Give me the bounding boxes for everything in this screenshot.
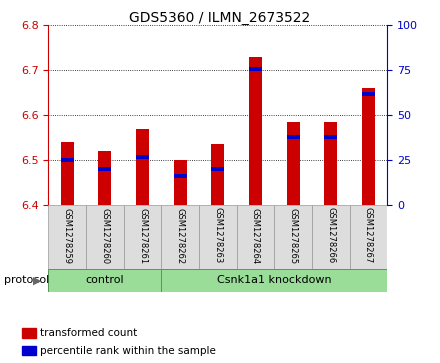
Bar	[312, 205, 349, 269]
Bar	[349, 205, 387, 269]
Bar	[286, 122, 300, 205]
Bar	[199, 205, 237, 269]
Bar	[124, 205, 161, 269]
Bar	[211, 144, 224, 205]
Bar	[136, 129, 149, 205]
Text: ▶: ▶	[33, 276, 42, 285]
Bar	[61, 158, 74, 162]
Text: GSM1278266: GSM1278266	[326, 208, 335, 264]
Bar	[161, 269, 387, 292]
Bar	[237, 205, 274, 269]
Bar	[362, 88, 375, 205]
Bar	[136, 155, 149, 159]
Text: control: control	[85, 276, 124, 285]
Bar	[249, 57, 262, 205]
Text: GSM1278265: GSM1278265	[289, 208, 297, 264]
Text: Csnk1a1 knockdown: Csnk1a1 knockdown	[217, 276, 332, 285]
Text: GSM1278263: GSM1278263	[213, 208, 222, 264]
Bar	[173, 174, 187, 178]
Bar	[324, 122, 337, 205]
Bar	[61, 142, 74, 205]
Bar	[98, 151, 111, 205]
Text: GSM1278262: GSM1278262	[176, 208, 185, 264]
Bar	[22, 346, 36, 355]
Bar	[362, 92, 375, 96]
Text: GSM1278261: GSM1278261	[138, 208, 147, 264]
Bar	[48, 205, 86, 269]
Text: GSM1278260: GSM1278260	[100, 208, 110, 264]
Bar	[211, 167, 224, 171]
Text: GSM1278267: GSM1278267	[364, 208, 373, 264]
Text: GSM1278264: GSM1278264	[251, 208, 260, 264]
Bar	[286, 135, 300, 139]
Bar	[161, 205, 199, 269]
Bar	[98, 167, 111, 171]
Bar	[22, 328, 36, 338]
Text: transformed count: transformed count	[40, 328, 137, 338]
Text: GDS5360 / ILMN_2673522: GDS5360 / ILMN_2673522	[129, 11, 311, 25]
Bar	[249, 66, 262, 70]
Text: percentile rank within the sample: percentile rank within the sample	[40, 346, 216, 356]
Bar	[324, 135, 337, 139]
Text: protocol: protocol	[4, 276, 50, 285]
Bar	[274, 205, 312, 269]
Bar	[86, 205, 124, 269]
Bar	[173, 160, 187, 205]
Text: GSM1278259: GSM1278259	[63, 208, 72, 264]
Bar	[48, 269, 161, 292]
